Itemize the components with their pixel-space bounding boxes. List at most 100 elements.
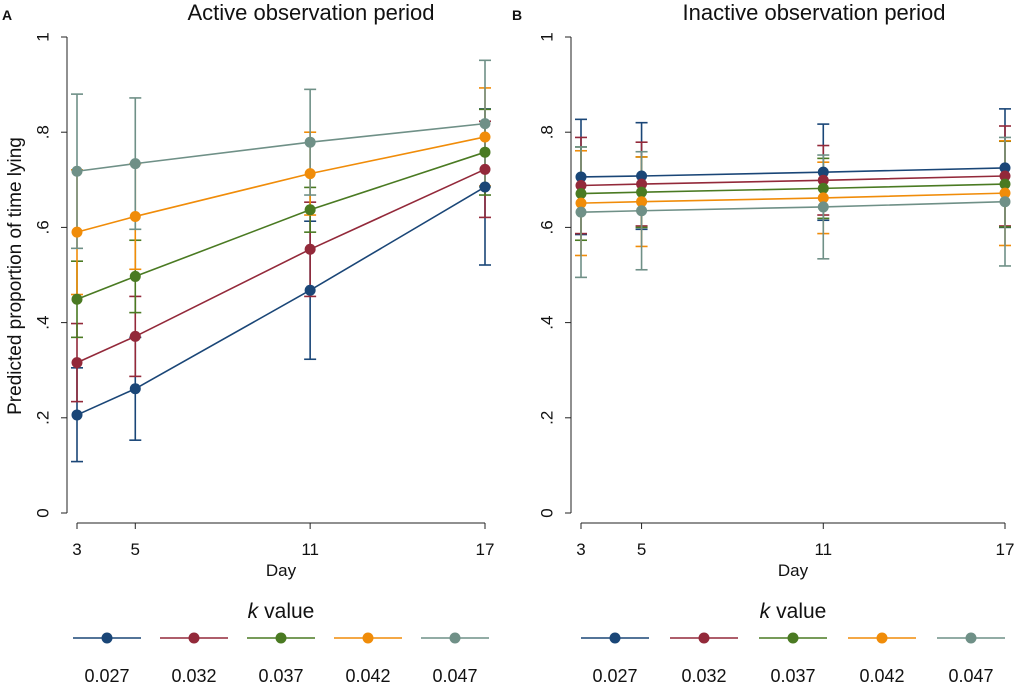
panel-b-legend-0042-label: 0.042 xyxy=(859,666,904,685)
panel-a-series xyxy=(71,59,491,463)
panel-b-legend-title: k value xyxy=(760,600,827,623)
panel-a-series-0047-point xyxy=(304,136,316,148)
panel-a-legend-0027-marker xyxy=(101,632,113,644)
panel-b-series-0042-point xyxy=(636,196,648,208)
panel-b-x-tick-label: 11 xyxy=(814,540,832,559)
panel-b-series-0027-point xyxy=(575,171,587,183)
panel-b-y-tick-label: .6 xyxy=(537,220,556,234)
panel-a-series-0042-line xyxy=(76,136,486,233)
panel-b-series-0027-line xyxy=(580,167,1006,178)
panel-a-series-0032-line xyxy=(76,168,486,364)
panel-b-legend-items: 0.027 0.032 0.037 0.042 0.047 xyxy=(581,632,1005,685)
panel-a-x-tick-label: 11 xyxy=(301,540,319,559)
panel-a-y-tick-label: .2 xyxy=(33,411,52,425)
panel-a-series-0032-point xyxy=(304,243,316,255)
panel-b-legend-0037-marker xyxy=(787,632,799,644)
panel-a-series-0042-point xyxy=(304,168,316,180)
panel-a-series-0047-point xyxy=(479,118,491,130)
panel-a-x-tick-label: 17 xyxy=(476,540,495,559)
panel-b-series-0027-point xyxy=(817,166,829,178)
panel-b-legend-0027-marker xyxy=(609,632,621,644)
panel-a-legend-0047-label: 0.047 xyxy=(432,666,477,685)
panel-b-x-ticks: 3 5 11 17 xyxy=(576,523,1014,559)
panel-a-legend-title: k value xyxy=(248,600,315,623)
panel-a-letter: A xyxy=(2,7,12,23)
panel-b-x-tick-label: 17 xyxy=(996,540,1015,559)
panel-b: B Inactive observation period 0 .2 .4 .6 .8 1… xyxy=(512,0,1014,685)
panel-b-series-0047-line xyxy=(580,200,1006,213)
panel-a-y-tick-label: .6 xyxy=(33,220,52,234)
panel-b-series-0047-point xyxy=(636,205,648,217)
panel-b-series-0042-point xyxy=(575,197,587,209)
panel-b-legend-0027-label: 0.027 xyxy=(592,666,637,685)
panel-a-series-0042-point xyxy=(71,226,83,238)
panel-b-x-axis-label: Day xyxy=(778,561,809,580)
panel-b-series-0042-point xyxy=(817,192,829,204)
panel-a-legend-0027-label: 0.027 xyxy=(84,666,129,685)
panel-a-legend-0037-marker xyxy=(275,632,287,644)
panel-a-legend: k value 0.027 0.032 0.037 0.042 0.047 xyxy=(73,600,489,685)
panel-a-x-axis-label: Day xyxy=(266,561,297,580)
panel-a-legend-0037-label: 0.037 xyxy=(258,666,303,685)
panel-b-legend-0037-label: 0.037 xyxy=(770,666,815,685)
panel-b-y-tick-label: .8 xyxy=(537,125,556,139)
panel-b-series-0037-line xyxy=(580,183,1006,195)
panel-a-legend-0042-marker xyxy=(362,632,374,644)
panel-b-letter: B xyxy=(512,7,522,23)
panel-b-series-0037-point xyxy=(636,186,648,198)
panel-b-series-0037-point xyxy=(817,182,829,194)
panel-b-title: Inactive observation period xyxy=(683,0,946,25)
panel-a-series-0037-point xyxy=(129,270,141,282)
panel-a-series-0032-point xyxy=(71,357,83,369)
panel-b-series-0032-point xyxy=(817,174,829,186)
panel-a-series-0027-point xyxy=(304,284,316,296)
panel-a-x-ticks: 3 5 11 17 xyxy=(72,523,494,559)
panel-a-series-0027-line xyxy=(76,186,486,416)
panel-b-series-0027-point xyxy=(999,162,1011,174)
panel-a-series-0032-point xyxy=(129,330,141,342)
panel-b-series-0037-point xyxy=(999,178,1011,190)
panel-b-x-tick-label: 3 xyxy=(576,540,585,559)
panel-a-series-0047-point xyxy=(71,165,83,177)
panel-a-series-0047-point xyxy=(129,158,141,170)
panel-b-series-0047-point xyxy=(575,206,587,218)
panel-b-y-tick-label: 1 xyxy=(537,32,556,41)
panel-a-legend-items: 0.027 0.032 0.037 0.042 0.047 xyxy=(73,632,489,685)
panel-a-legend-0032-marker xyxy=(188,632,200,644)
panel-b-y-tick-label: .2 xyxy=(537,411,556,425)
panel-a-series-0037-line xyxy=(76,151,486,301)
panel-b-series-0047-point xyxy=(817,201,829,213)
panel-b-series-0032-line xyxy=(580,175,1006,187)
panel-b-y-tick-label: 0 xyxy=(537,508,556,517)
panel-a-series-0027-point xyxy=(129,383,141,395)
y-axis-label: Predicted proportion of time lying xyxy=(5,137,26,415)
panel-a-y-ticks: 0 .2 .4 .6 .8 1 xyxy=(33,32,67,518)
panel-a-x-tick-label: 3 xyxy=(72,540,81,559)
panel-b-series-0047-point xyxy=(999,196,1011,208)
panel-b-series-0027-point xyxy=(636,170,648,182)
panel-b-series-0042-line xyxy=(580,192,1006,204)
panel-a-legend-0047-marker xyxy=(449,632,461,644)
panel-a-series-0047-line xyxy=(76,122,486,173)
panel-b-legend: k value 0.027 0.032 0.037 0.042 0.047 xyxy=(581,600,1005,685)
panel-a-series-0027-point xyxy=(71,409,83,421)
panel-a-x-tick-label: 5 xyxy=(131,540,140,559)
panel-b-legend-title-rest: value xyxy=(776,600,826,623)
panel-b-legend-0042-marker xyxy=(876,632,888,644)
panel-a-series-0037-point xyxy=(479,146,491,158)
panel-a-legend-title-k: k xyxy=(248,600,260,623)
panel-a-title: Active observation period xyxy=(187,0,434,25)
panel-a-legend-0042-label: 0.042 xyxy=(345,666,390,685)
panel-b-series-0032-point xyxy=(636,178,648,190)
panel-b-y-tick-label: .4 xyxy=(537,316,556,330)
panel-b-legend-0032-marker xyxy=(698,632,710,644)
panel-a-series-0027-point xyxy=(479,181,491,193)
panel-b-legend-0032-label: 0.032 xyxy=(681,666,726,685)
panel-a-series-0032-point xyxy=(479,163,491,175)
panel-a-legend-0032-label: 0.032 xyxy=(171,666,216,685)
panel-b-series xyxy=(575,108,1011,279)
panel-a-y-tick-label: .8 xyxy=(33,125,52,139)
panel-b-y-ticks: 0 .2 .4 .6 .8 1 xyxy=(537,32,571,518)
